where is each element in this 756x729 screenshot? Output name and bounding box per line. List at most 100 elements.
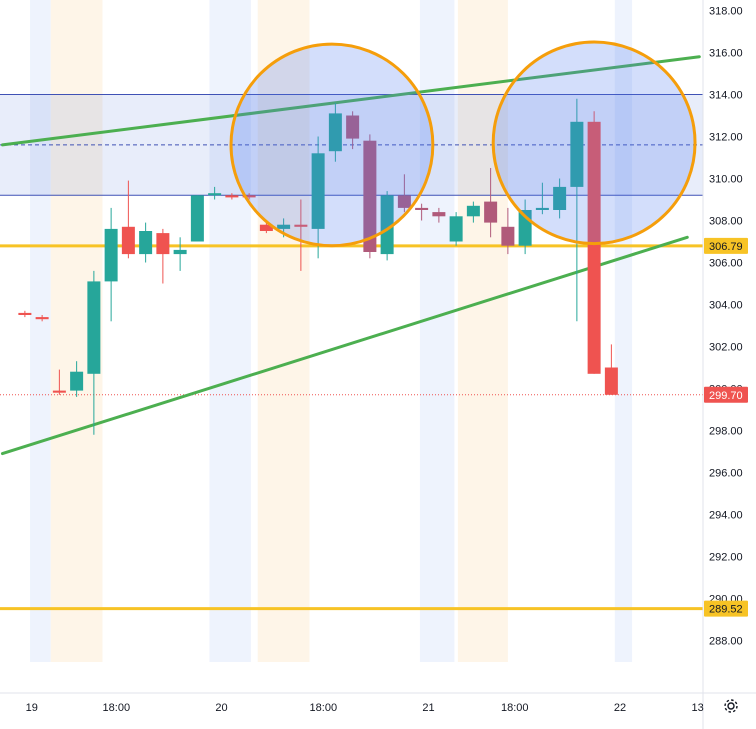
candle-up bbox=[466, 201, 480, 223]
candle-body bbox=[259, 224, 273, 231]
candle-down bbox=[294, 199, 308, 271]
candle-body bbox=[587, 121, 601, 374]
price-tick-label: 296.00 bbox=[709, 468, 743, 480]
candle-body bbox=[87, 281, 101, 374]
candle-body bbox=[466, 205, 480, 217]
candle-body bbox=[277, 224, 291, 229]
candle-body bbox=[328, 113, 342, 152]
candle-body bbox=[570, 121, 584, 187]
level-price-tag: 289.52 bbox=[704, 600, 748, 617]
candle-body bbox=[139, 231, 153, 255]
candle-down bbox=[52, 369, 66, 395]
trendline bbox=[0, 235, 689, 456]
highlight-circles bbox=[229, 40, 697, 248]
candle-up bbox=[139, 222, 153, 263]
candles bbox=[18, 98, 618, 435]
time-tick-label: 22 bbox=[614, 702, 626, 714]
candle-body bbox=[52, 390, 66, 393]
candle-down bbox=[35, 315, 49, 322]
candle-body bbox=[604, 367, 618, 395]
price-tick-label: 288.00 bbox=[709, 636, 743, 648]
candle-body bbox=[156, 233, 170, 255]
highlight-circle bbox=[491, 40, 697, 246]
candle-body bbox=[70, 371, 84, 391]
candle-body bbox=[535, 207, 549, 210]
candle-up bbox=[190, 195, 204, 242]
last-price-tag: 299.70 bbox=[704, 386, 748, 403]
candle-up bbox=[70, 361, 84, 397]
candle-body bbox=[432, 212, 446, 217]
candle-body bbox=[415, 207, 429, 210]
candle-up bbox=[570, 98, 584, 322]
candle-body bbox=[242, 195, 256, 198]
candle-body bbox=[380, 195, 394, 255]
time-tick-label: 21 bbox=[422, 702, 434, 714]
candle-body bbox=[294, 224, 308, 227]
time-tick-label: 13 bbox=[692, 702, 704, 714]
price-tick-label: 294.00 bbox=[709, 510, 743, 522]
candle-body bbox=[190, 195, 204, 242]
time-axis[interactable]: 19 18:00 20 18:00 21 18:00 22 13 bbox=[26, 702, 704, 714]
price-tick-label: 306.00 bbox=[709, 258, 743, 270]
candle-down bbox=[121, 180, 135, 259]
price-axis[interactable]: 318.00 316.00 314.00 312.00 310.00 308.00 306.… bbox=[709, 6, 743, 648]
candle-down bbox=[346, 111, 360, 150]
price-tag-bg bbox=[704, 386, 748, 403]
price-tag-label: 299.70 bbox=[709, 390, 743, 402]
price-tag-label: 289.52 bbox=[709, 604, 743, 616]
price-tick-label: 316.00 bbox=[709, 48, 743, 60]
price-tick-label: 314.00 bbox=[709, 90, 743, 102]
candle-up bbox=[87, 270, 101, 435]
candle-body bbox=[397, 195, 411, 208]
session-band bbox=[614, 0, 633, 662]
candle-body bbox=[363, 140, 377, 252]
candle-body bbox=[311, 153, 325, 229]
highlight-circle bbox=[229, 42, 435, 248]
candle-up bbox=[104, 207, 118, 322]
candle-up bbox=[173, 237, 187, 271]
time-tick-label: 18:00 bbox=[310, 702, 338, 714]
price-tags: 306.79 289.52 299.70 bbox=[704, 237, 748, 617]
gear-icon bbox=[724, 699, 738, 713]
time-tick-label: 20 bbox=[215, 702, 227, 714]
price-tag-label: 306.79 bbox=[709, 241, 743, 253]
candle-down bbox=[397, 174, 411, 213]
price-tick-label: 308.00 bbox=[709, 216, 743, 228]
candle-up bbox=[311, 136, 325, 259]
candle-body bbox=[553, 186, 567, 210]
price-tag-bg bbox=[704, 237, 748, 254]
session-band bbox=[209, 0, 251, 662]
candle-body bbox=[104, 228, 118, 282]
trendline bbox=[0, 55, 701, 147]
candle-down bbox=[225, 193, 239, 200]
candle-up bbox=[449, 212, 463, 246]
candle-up bbox=[208, 186, 222, 200]
time-tick-label: 18:00 bbox=[103, 702, 131, 714]
price-tick-label: 302.00 bbox=[709, 342, 743, 354]
candle-down bbox=[604, 344, 618, 395]
candle-down bbox=[501, 207, 515, 255]
candle-body bbox=[18, 312, 32, 315]
candle-down bbox=[18, 310, 32, 318]
time-tick-label: 18:00 bbox=[501, 702, 529, 714]
time-tick-label: 19 bbox=[26, 702, 38, 714]
candle-body bbox=[501, 226, 515, 246]
candle-down bbox=[156, 228, 170, 284]
settings-button[interactable] bbox=[724, 699, 738, 713]
price-tick-label: 292.00 bbox=[709, 552, 743, 564]
trendlines bbox=[0, 55, 701, 456]
session-bands bbox=[30, 0, 633, 662]
candle-body bbox=[346, 115, 360, 139]
price-tick-label: 304.00 bbox=[709, 300, 743, 312]
candle-body bbox=[449, 216, 463, 242]
price-tick-label: 298.00 bbox=[709, 426, 743, 438]
price-tick-label: 312.00 bbox=[709, 132, 743, 144]
price-zone bbox=[0, 94, 703, 196]
candle-body bbox=[35, 317, 49, 320]
candle-body bbox=[173, 249, 187, 255]
candle-down bbox=[415, 203, 429, 221]
candle-up bbox=[380, 191, 394, 261]
candle-body bbox=[208, 193, 222, 196]
candle-up bbox=[553, 178, 567, 219]
